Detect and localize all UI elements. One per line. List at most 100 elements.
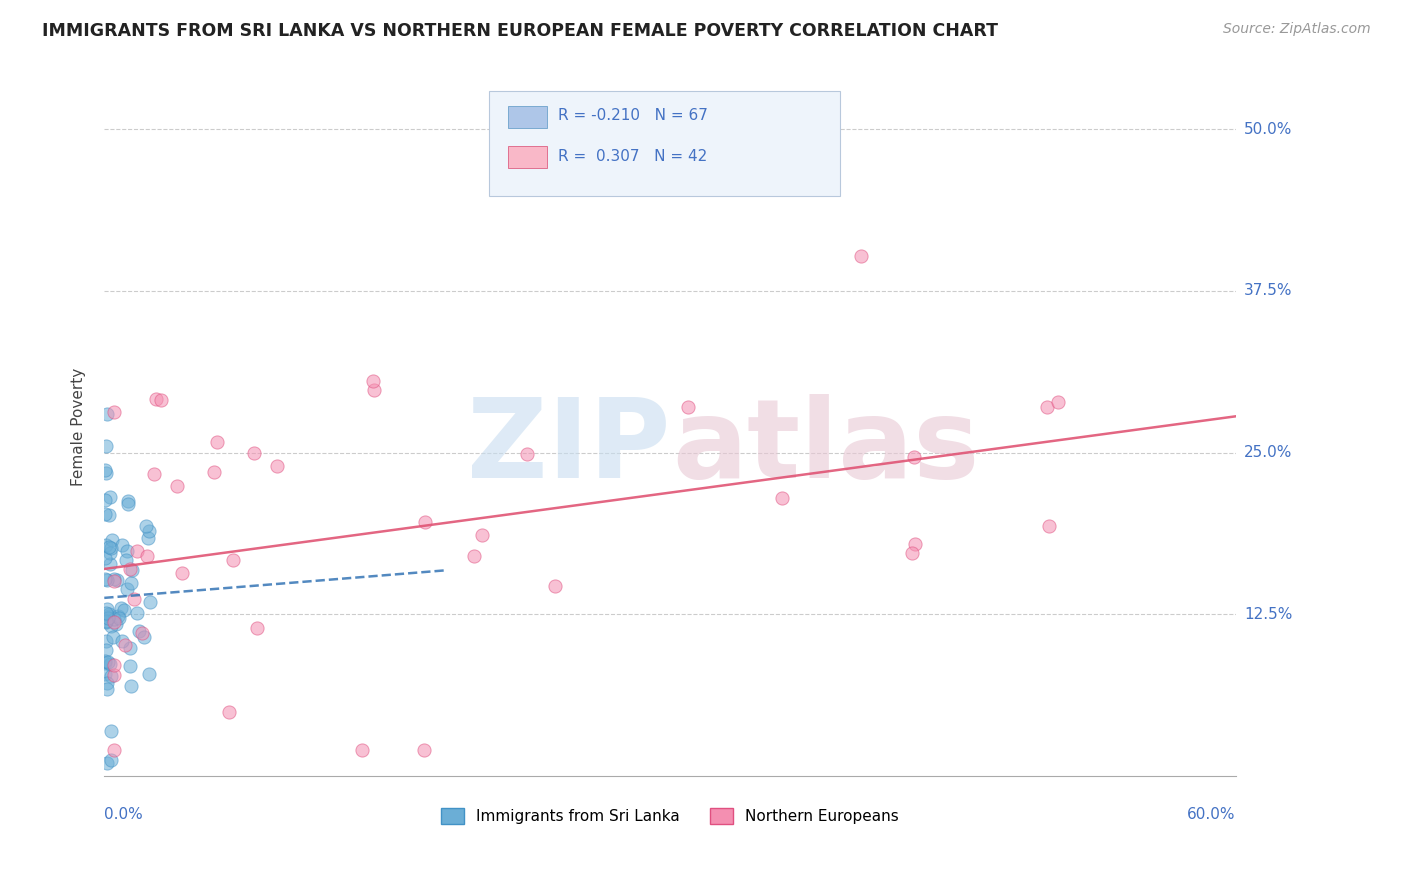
Point <box>96 675 118 690</box>
Point <box>100 619 122 633</box>
Point <box>94 634 117 648</box>
Point <box>103 612 125 626</box>
Text: 12.5%: 12.5% <box>1244 607 1292 622</box>
Point <box>139 595 162 609</box>
Point <box>98 657 121 672</box>
Point <box>222 553 245 567</box>
Point <box>103 405 125 419</box>
Point <box>96 573 118 587</box>
Point <box>361 374 384 388</box>
Point <box>94 573 117 587</box>
Point <box>101 533 124 547</box>
Text: atlas: atlas <box>672 394 980 501</box>
Point <box>350 743 373 757</box>
Point <box>103 615 125 630</box>
Point <box>363 384 385 398</box>
Point <box>125 607 148 621</box>
Point <box>544 579 567 593</box>
Point <box>115 544 138 558</box>
Text: Source: ZipAtlas.com: Source: ZipAtlas.com <box>1223 22 1371 37</box>
Point <box>94 463 117 477</box>
Point <box>117 493 139 508</box>
Point <box>96 681 118 696</box>
Point <box>243 446 266 460</box>
Point <box>150 392 173 407</box>
FancyBboxPatch shape <box>508 146 547 169</box>
Point <box>111 538 134 552</box>
Point <box>172 566 194 581</box>
Point <box>103 572 125 586</box>
Point <box>103 743 125 757</box>
Legend: Immigrants from Sri Lanka, Northern Europeans: Immigrants from Sri Lanka, Northern Euro… <box>441 808 900 824</box>
Point <box>135 518 157 533</box>
Point <box>96 602 118 616</box>
Point <box>107 609 129 624</box>
Point <box>118 658 141 673</box>
Point <box>135 549 157 564</box>
Point <box>125 544 148 558</box>
Point <box>108 611 131 625</box>
Point <box>138 667 160 681</box>
Point <box>97 608 120 623</box>
Point <box>94 492 117 507</box>
Point <box>118 641 141 656</box>
Point <box>901 545 924 559</box>
Point <box>118 562 141 576</box>
Point <box>218 705 240 719</box>
FancyBboxPatch shape <box>489 91 839 196</box>
Point <box>103 657 125 672</box>
Point <box>904 537 927 551</box>
Point <box>128 624 150 638</box>
Text: 50.0%: 50.0% <box>1244 121 1292 136</box>
Point <box>101 630 124 644</box>
Point <box>114 552 136 566</box>
Point <box>143 467 166 481</box>
Point <box>98 546 121 560</box>
Point <box>120 679 142 693</box>
Point <box>122 591 145 606</box>
Point <box>94 551 117 566</box>
Text: ZIP: ZIP <box>467 394 671 501</box>
Point <box>100 753 122 767</box>
Point <box>136 531 159 545</box>
Text: R =  0.307   N = 42: R = 0.307 N = 42 <box>558 149 707 164</box>
Point <box>114 638 136 652</box>
Point <box>1036 400 1059 414</box>
Point <box>676 400 699 414</box>
Point <box>117 498 139 512</box>
Point <box>770 491 793 505</box>
Point <box>94 643 117 657</box>
Point <box>94 606 117 620</box>
Text: 60.0%: 60.0% <box>1187 806 1236 822</box>
Point <box>98 490 121 504</box>
Point <box>100 668 122 682</box>
Point <box>94 615 117 629</box>
Point <box>103 668 125 682</box>
Point <box>97 541 120 555</box>
Point <box>112 603 135 617</box>
Point <box>111 633 134 648</box>
Text: 37.5%: 37.5% <box>1244 284 1292 299</box>
Point <box>413 743 436 757</box>
Point <box>94 657 117 671</box>
Text: 25.0%: 25.0% <box>1244 445 1292 460</box>
Point <box>98 508 121 523</box>
Point <box>245 621 267 635</box>
Point <box>205 435 228 450</box>
Point <box>94 615 117 629</box>
Point <box>97 611 120 625</box>
Point <box>266 458 288 473</box>
Point <box>1047 395 1070 409</box>
Point <box>96 407 118 421</box>
Point <box>94 439 117 453</box>
Point <box>98 557 121 571</box>
Point <box>166 479 188 493</box>
Point <box>97 607 120 621</box>
Point <box>1038 519 1060 533</box>
FancyBboxPatch shape <box>508 106 547 128</box>
Point <box>120 575 142 590</box>
Point <box>97 655 120 669</box>
Point <box>94 507 117 521</box>
Point <box>202 465 225 479</box>
Point <box>94 654 117 668</box>
